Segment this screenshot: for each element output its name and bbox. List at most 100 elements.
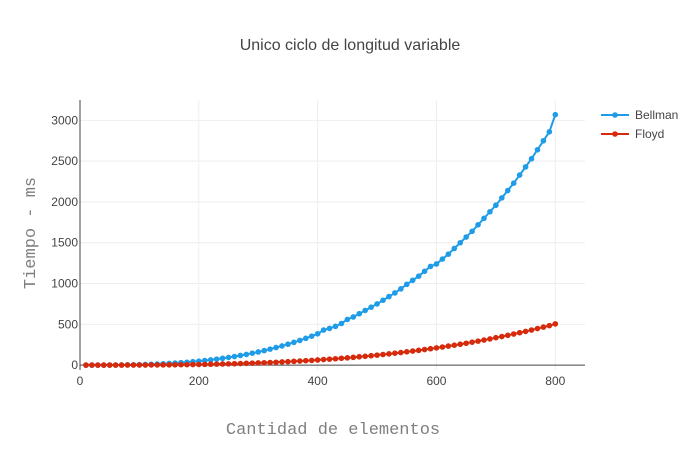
data-point — [409, 348, 416, 354]
series-layer — [83, 111, 559, 368]
data-point — [83, 362, 89, 368]
data-point — [285, 358, 291, 365]
data-point — [356, 353, 363, 360]
data-point — [356, 310, 363, 317]
data-point — [273, 344, 279, 351]
data-point — [172, 361, 178, 368]
data-point — [522, 328, 529, 335]
data-point — [320, 327, 327, 333]
data-point — [213, 356, 220, 362]
data-point — [154, 362, 161, 368]
data-point — [451, 342, 458, 349]
data-point — [219, 361, 226, 367]
data-point — [136, 362, 143, 368]
data-point — [504, 332, 511, 339]
data-point — [213, 361, 220, 367]
data-point — [338, 355, 345, 362]
data-point — [403, 281, 410, 288]
data-point — [534, 146, 541, 153]
data-point — [445, 343, 452, 349]
legend[interactable]: Bellman Floyd — [601, 108, 678, 141]
data-point — [445, 251, 452, 257]
data-point — [421, 268, 428, 275]
data-point — [89, 362, 95, 368]
data-point — [142, 362, 149, 368]
data-point — [243, 351, 250, 358]
data-point — [297, 358, 303, 364]
data-point — [469, 339, 475, 345]
series-bellman — [83, 111, 559, 368]
data-point — [118, 362, 125, 368]
data-point — [302, 357, 309, 364]
data-point — [106, 362, 113, 368]
data-point — [522, 164, 529, 170]
x-axis-title: Cantidad de elementos — [226, 421, 440, 440]
x-tick-label: 200 — [189, 374, 209, 388]
data-point — [469, 228, 475, 235]
y-tick-label: 2500 — [51, 154, 78, 168]
legend-label: Bellman — [635, 108, 678, 122]
data-point — [100, 362, 107, 368]
data-point — [493, 202, 499, 209]
data-point — [201, 357, 208, 364]
data-point — [552, 321, 559, 327]
data-point — [350, 314, 357, 320]
data-point — [148, 362, 155, 368]
data-point — [178, 361, 184, 368]
data-point — [516, 329, 523, 336]
data-point — [398, 286, 404, 292]
data-point — [427, 345, 434, 352]
data-point — [225, 361, 232, 367]
legend-item-floyd[interactable]: Floyd — [601, 127, 664, 141]
data-point — [540, 324, 547, 330]
data-point — [499, 333, 505, 340]
data-point — [190, 361, 196, 368]
data-point — [231, 353, 238, 360]
data-point — [291, 339, 297, 346]
data-point — [249, 350, 256, 356]
legend-item-bellman[interactable]: Bellman — [601, 108, 678, 122]
x-tick-label: 0 — [77, 374, 84, 388]
data-point — [279, 359, 285, 365]
data-point — [463, 340, 469, 347]
data-point — [243, 360, 250, 367]
data-point — [427, 263, 434, 270]
data-point — [261, 347, 267, 354]
x-tick-label: 800 — [545, 374, 565, 388]
data-point — [433, 345, 440, 351]
data-point — [386, 351, 392, 357]
data-point — [124, 362, 131, 368]
data-point — [499, 195, 505, 201]
data-point — [344, 355, 351, 361]
data-point — [207, 357, 214, 363]
data-point — [261, 359, 267, 366]
data-point — [374, 352, 380, 358]
y-tick-label: 3000 — [51, 113, 78, 127]
data-point — [457, 239, 464, 246]
data-point — [421, 346, 428, 353]
data-point — [302, 335, 309, 342]
data-point — [475, 338, 481, 344]
data-point — [534, 325, 541, 332]
data-point — [279, 343, 285, 349]
data-point — [219, 355, 226, 362]
data-point — [255, 349, 262, 355]
x-tick-label: 600 — [426, 374, 446, 388]
data-point — [439, 256, 446, 262]
data-point — [326, 325, 333, 332]
data-point — [481, 215, 487, 222]
grid — [80, 100, 585, 370]
data-point — [249, 360, 256, 366]
data-point — [510, 180, 517, 187]
data-point — [362, 307, 368, 314]
data-point — [439, 344, 446, 350]
data-point — [362, 353, 368, 360]
data-point — [528, 155, 535, 162]
data-point — [481, 337, 487, 343]
data-point — [332, 323, 339, 330]
y-tick-label: 0 — [71, 358, 78, 372]
chart-title: Unico ciclo de longitud variable — [240, 37, 461, 54]
data-point — [546, 129, 553, 135]
data-point — [297, 337, 303, 344]
